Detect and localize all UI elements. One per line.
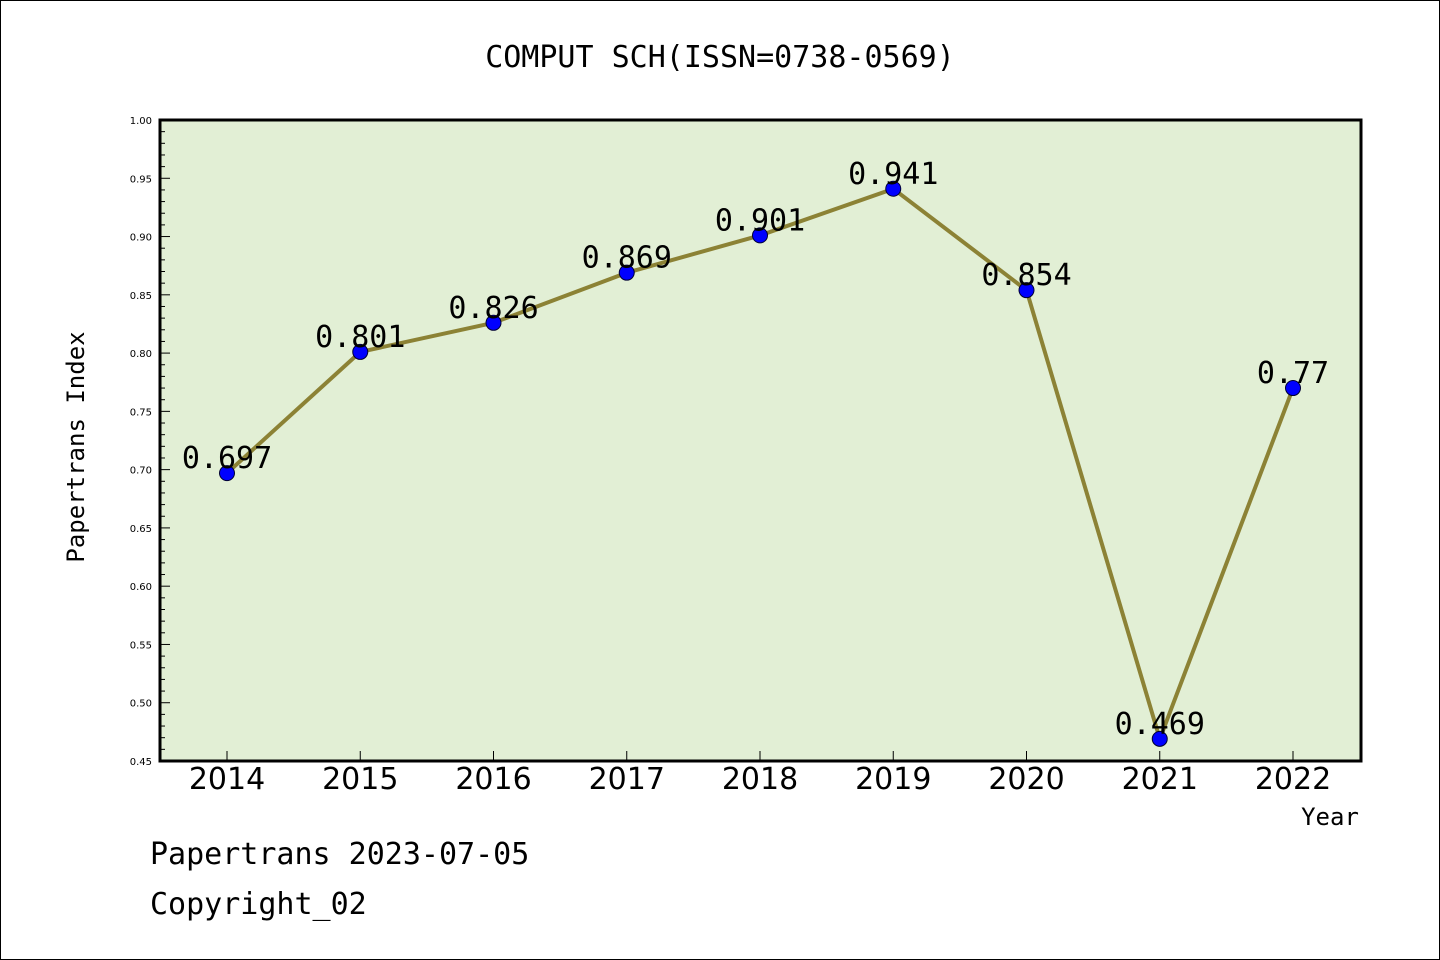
- data-point: [1018, 282, 1035, 299]
- x-tick-label: 2014: [189, 762, 265, 797]
- x-axis-label: Year: [1301, 803, 1359, 831]
- data-label: 0.697: [182, 441, 272, 476]
- data-labels: 0.697 0.801 0.826 0.869 0.901 0.941 0.854 0.469…: [182, 157, 1329, 742]
- x-axis-ticks: 2014 2015 2016 2017 2018 2019 2020 2021 2022: [189, 751, 1331, 797]
- y-axis-ticks: 0.45 0.50 0.55 0.60 0.65 0.70 0.75 0.80 0.85 0.90…: [130, 116, 170, 768]
- y-tick-label: 0.80: [130, 349, 152, 360]
- x-tick-label: 2017: [589, 762, 665, 797]
- footer-copyright: Copyright_02: [150, 887, 367, 922]
- y-tick-label: 0.95: [130, 174, 152, 185]
- y-tick-label: 1.00: [130, 116, 152, 127]
- x-tick-label: 2016: [455, 762, 531, 797]
- plot-frame: [158, 118, 1363, 763]
- x-tick-label: 2015: [322, 762, 398, 797]
- data-label: 0.77: [1257, 356, 1329, 391]
- y-tick-label: 0.70: [130, 466, 152, 477]
- x-tick-label: 2020: [988, 762, 1064, 797]
- data-label: 0.801: [315, 320, 405, 355]
- y-tick-label: 0.55: [130, 640, 152, 651]
- series-markers: [219, 180, 1301, 747]
- x-tick-label: 2018: [722, 762, 798, 797]
- y-tick-label: 0.60: [130, 582, 152, 593]
- y-tick-label: 0.50: [130, 699, 152, 710]
- x-tick-label: 2022: [1255, 762, 1331, 797]
- data-point: [1285, 380, 1301, 397]
- data-point: [485, 314, 502, 331]
- y-tick-label: 0.75: [130, 407, 152, 418]
- y-tick-label: 0.65: [130, 524, 152, 535]
- y-axis-label: Papertrans Index: [62, 331, 90, 562]
- data-point: [219, 465, 235, 482]
- data-label: 0.869: [582, 241, 672, 276]
- data-point: [752, 227, 768, 244]
- x-tick-label: 2019: [855, 762, 931, 797]
- data-point: [885, 180, 902, 197]
- data-label: 0.901: [715, 203, 805, 238]
- data-label: 0.941: [848, 157, 938, 192]
- data-point: [618, 264, 635, 281]
- x-tick-label: 2021: [1122, 762, 1198, 797]
- data-point: [352, 343, 369, 360]
- data-label: 0.854: [981, 258, 1071, 293]
- footer-date: Papertrans 2023-07-05: [150, 837, 529, 872]
- plot-area: [160, 120, 1361, 761]
- chart-title: COMPUT SCH(ISSN=0738-0569): [485, 40, 955, 75]
- y-tick-label: 0.85: [130, 291, 152, 302]
- y-tick-label: 0.45: [130, 757, 152, 768]
- data-point: [1151, 730, 1168, 747]
- data-label: 0.826: [448, 291, 538, 326]
- data-label: 0.469: [1115, 707, 1205, 742]
- y-tick-label: 0.90: [130, 233, 152, 244]
